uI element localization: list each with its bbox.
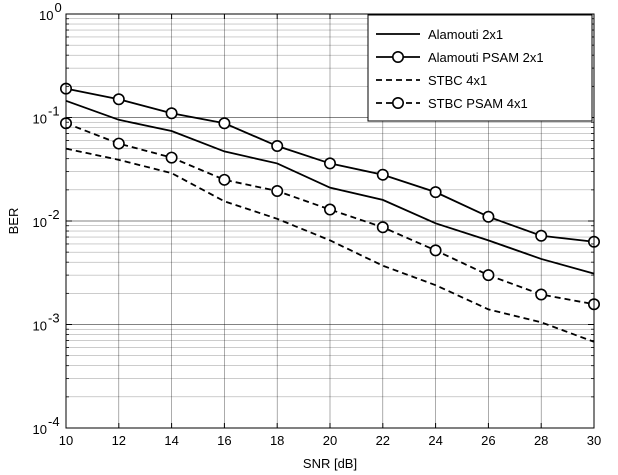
x-axis-label: SNR [dB] <box>303 456 357 471</box>
legend-label: Alamouti PSAM 2x1 <box>428 50 544 65</box>
data-point <box>218 117 231 130</box>
y-axis-label: BER <box>6 208 21 235</box>
series-line <box>65 122 595 306</box>
x-tick-label: 30 <box>587 433 601 448</box>
data-point <box>535 229 548 242</box>
legend-entry: Alamouti PSAM 2x1 <box>376 50 544 65</box>
x-tick-label: 18 <box>270 433 284 448</box>
y-tick-base: 10 <box>33 319 47 334</box>
data-point <box>376 221 389 234</box>
legend-marker <box>391 97 404 110</box>
legend-marker <box>391 50 404 63</box>
data-point <box>112 93 125 106</box>
y-tick-exponent: -4 <box>48 414 60 429</box>
series-2 <box>59 82 600 248</box>
y-tick-base: 10 <box>39 8 53 23</box>
x-tick-label: 24 <box>428 433 442 448</box>
x-tick-label: 10 <box>59 433 73 448</box>
y-tick-label: 10-4 <box>33 414 60 437</box>
x-tick-label: 28 <box>534 433 548 448</box>
legend-entry: STBC PSAM 4x1 <box>376 96 528 111</box>
y-tick-label: 100 <box>39 0 62 23</box>
data-point <box>165 151 178 164</box>
x-tick-label: 26 <box>481 433 495 448</box>
y-tick-label: 10-1 <box>33 104 60 127</box>
legend-label: STBC PSAM 4x1 <box>428 96 528 111</box>
y-tick-base: 10 <box>33 215 47 230</box>
legend-label: Alamouti 2x1 <box>428 27 503 42</box>
data-point <box>271 140 284 153</box>
y-tick-base: 10 <box>33 112 47 127</box>
series-1 <box>65 99 595 275</box>
x-tick-label: 20 <box>323 433 337 448</box>
legend-entry: Alamouti 2x1 <box>376 27 503 42</box>
y-tick-exponent: -3 <box>48 311 60 326</box>
data-point <box>429 186 442 199</box>
data-point <box>535 288 548 301</box>
legend-box <box>367 14 593 122</box>
data-point <box>218 173 231 186</box>
legend-label: STBC 4x1 <box>428 73 487 88</box>
data-point <box>165 107 178 120</box>
data-point <box>271 184 284 197</box>
x-tick-label: 22 <box>376 433 390 448</box>
legend: Alamouti 2x1 Alamouti PSAM 2x1 STBC 4x1 STB… <box>367 14 593 122</box>
x-tick-label: 16 <box>217 433 231 448</box>
y-tick-label: 10-2 <box>33 207 60 230</box>
data-point <box>323 157 336 170</box>
data-point <box>376 168 389 181</box>
y-tick-exponent: -1 <box>48 104 60 119</box>
data-point <box>482 269 495 282</box>
data-point <box>482 210 495 223</box>
y-tick-exponent: 0 <box>55 0 62 15</box>
y-tick-base: 10 <box>33 422 47 437</box>
data-point <box>323 203 336 216</box>
legend-entry: STBC 4x1 <box>376 73 487 88</box>
data-point <box>429 244 442 257</box>
series-line <box>65 147 595 343</box>
x-tick-label: 12 <box>112 433 126 448</box>
y-tick-label: 10-3 <box>33 311 60 334</box>
series-line <box>65 99 595 275</box>
y-tick-exponent: -2 <box>48 207 60 222</box>
x-tick-labels: 10 12 14 16 18 20 22 24 26 28 30 <box>59 433 601 448</box>
series-3 <box>65 147 595 343</box>
x-tick-label: 14 <box>164 433 178 448</box>
data-point <box>112 137 125 150</box>
